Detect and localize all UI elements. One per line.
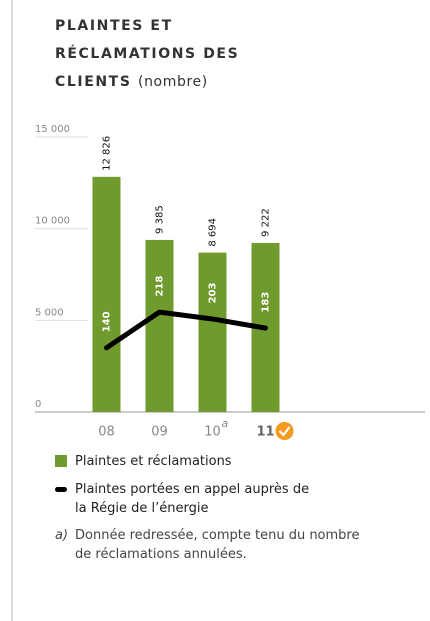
check-mark	[278, 426, 291, 437]
chart-title: PLAINTES ET RÉCLAMATIONS DES CLIENTS (no…	[55, 12, 315, 96]
y-tick-label: 10 000	[35, 216, 70, 227]
data-label: 9 385	[155, 205, 166, 234]
line-label: 140	[102, 311, 113, 332]
line-label: 218	[155, 276, 166, 297]
footnote: a) Donnée redressée, compte tenu du nombr…	[55, 526, 375, 564]
bar	[145, 239, 174, 412]
legend-swatch	[55, 455, 67, 467]
line-label: 203	[208, 282, 219, 303]
bar	[92, 176, 121, 412]
x-tick-label: 11	[256, 425, 274, 440]
legend-item: Plaintes et réclamations	[55, 452, 232, 471]
check-icon	[275, 422, 294, 440]
footnote-text: Donnée redressée, compte tenu du nombre …	[75, 528, 360, 562]
bar	[198, 252, 227, 412]
legend-label: Plaintes portées en appel auprès de la R…	[75, 482, 310, 516]
x-tick-label: 09	[151, 425, 168, 440]
data-label: 12 826	[102, 136, 113, 171]
data-label: 9 222	[261, 208, 272, 237]
data-label: 8 694	[208, 218, 219, 247]
legend-item: Plaintes portées en appel auprès de la R…	[55, 480, 315, 518]
y-tick-label: 15 000	[35, 124, 70, 135]
legend-label: Plaintes et réclamations	[75, 454, 232, 469]
category-note: a	[222, 417, 229, 430]
line	[104, 309, 268, 351]
subtitle: (nombre)	[138, 74, 208, 90]
legend-swatch	[55, 487, 67, 492]
y-tick-label: 0	[35, 399, 41, 410]
line-label: 183	[261, 292, 272, 313]
title-text: PLAINTES ET RÉCLAMATIONS DES CLIENTS	[55, 18, 240, 90]
x-tick-label: 10	[204, 425, 221, 440]
x-tick-label: 08	[98, 425, 115, 440]
y-tick-label: 5 000	[35, 307, 64, 318]
footnote-label: a)	[55, 528, 69, 543]
